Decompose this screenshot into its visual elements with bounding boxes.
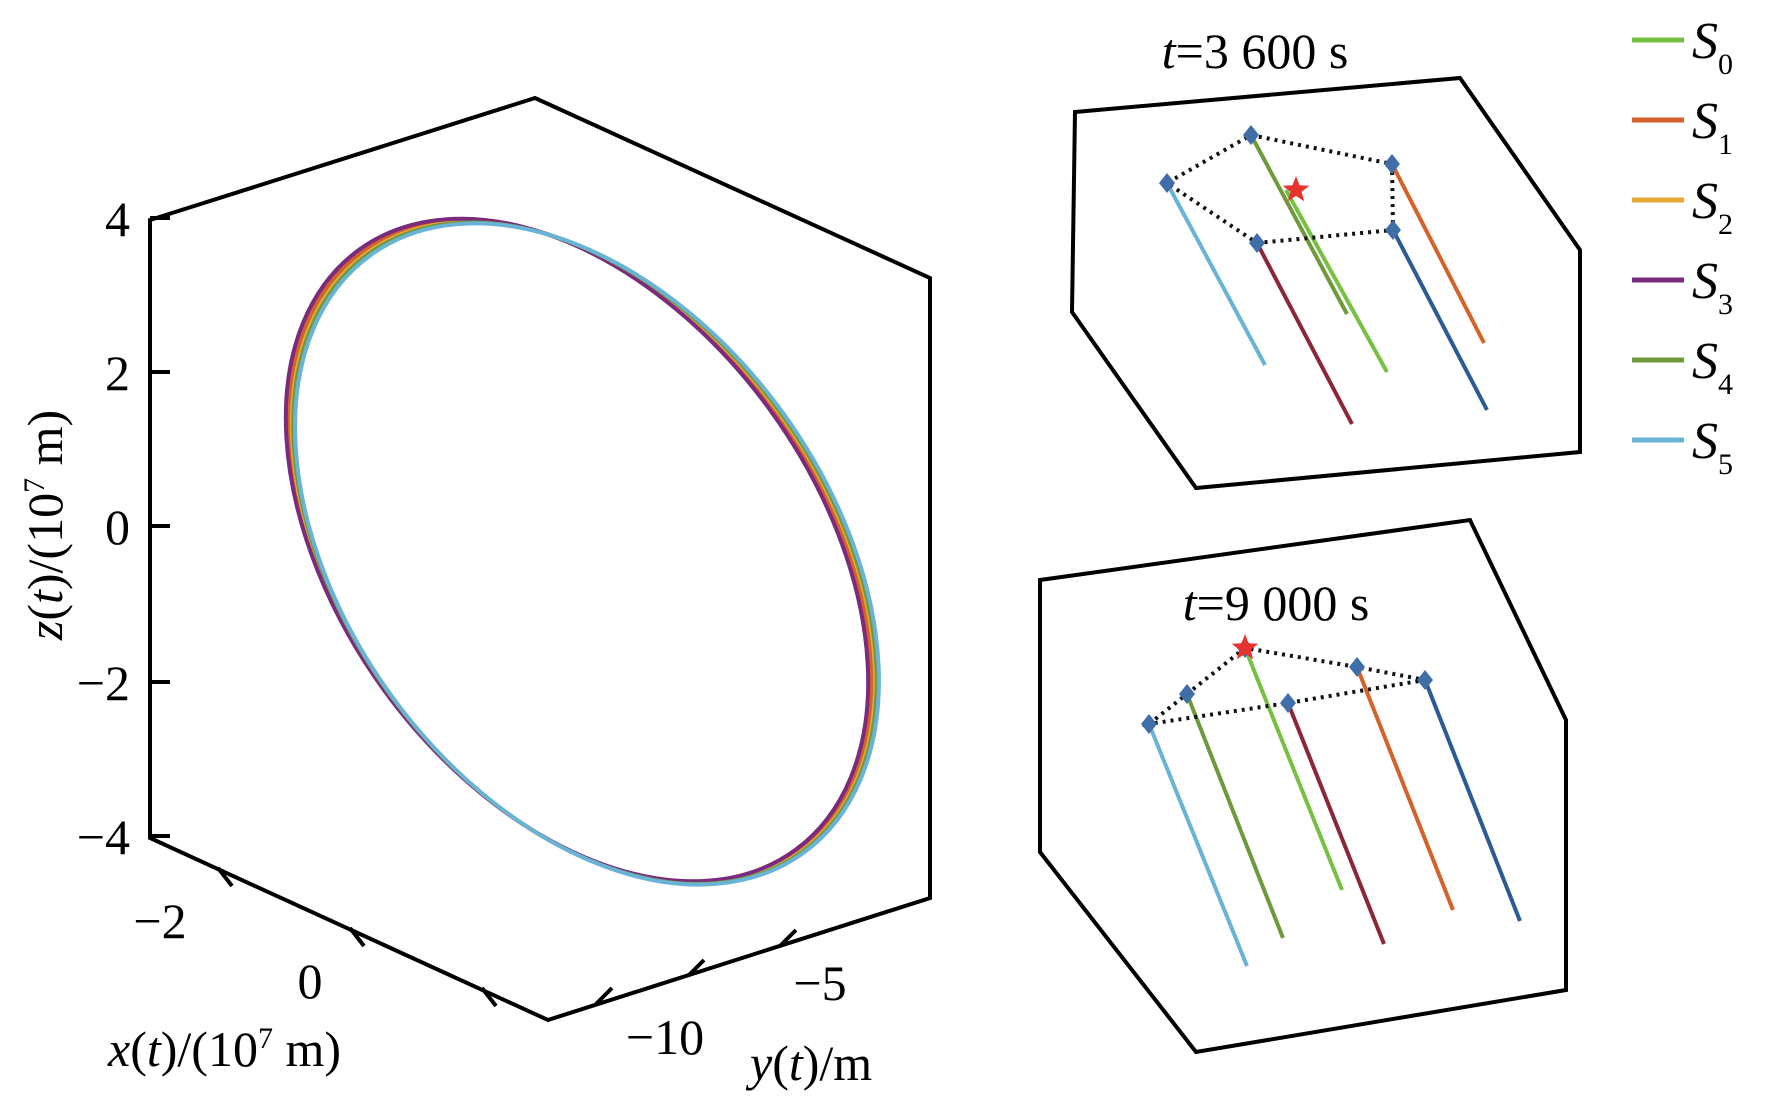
satellite-marker: [1417, 670, 1433, 690]
legend-label-S2: S2: [1692, 173, 1733, 241]
legend-label-S5: S5: [1692, 413, 1733, 481]
z-tick-label: −4: [77, 809, 130, 865]
trajectory-S4: [1185, 693, 1285, 939]
orbit-series-S2: [289, 219, 878, 886]
x-tick-label: 0: [298, 953, 323, 1009]
z-tick-label: 4: [105, 191, 130, 247]
x-tick-mark: [216, 866, 234, 888]
legend: S0 S1 S2 S3 S4 S5: [1632, 13, 1733, 481]
trajectory-S5: [1147, 723, 1249, 967]
legend-label-S0: S0: [1692, 13, 1733, 81]
formation-plot: [1159, 125, 1489, 425]
satellite-marker: [1349, 657, 1365, 677]
y-tick-mark: [686, 958, 706, 978]
y-tick-label: −10: [626, 1009, 704, 1065]
y-tick-mark: [778, 928, 798, 948]
inset-3600s: t=3 600 s: [1069, 23, 1582, 491]
reference-star-marker: [1282, 176, 1310, 202]
inset-title: t=3 600 s: [1162, 23, 1349, 79]
x-axis-label: x(t)/(107 m): [107, 1021, 341, 1077]
inset-box-outline: [1069, 75, 1582, 491]
orbit-series-S5: [293, 221, 881, 887]
orbit-series-S1: [286, 218, 874, 885]
z-tick-label: 0: [105, 499, 130, 555]
trajectory-S4: [1249, 134, 1349, 315]
x-tick-mark: [348, 926, 366, 948]
formation-plot: [1141, 634, 1522, 967]
z-tick-label: 2: [105, 345, 130, 401]
orbit-curves: [283, 216, 881, 887]
trajectory-S0: [1284, 189, 1389, 373]
z-tick-label: −2: [77, 655, 130, 711]
inset-title: t=9 000 s: [1183, 575, 1370, 631]
satellite-marker: [1243, 125, 1259, 145]
trajectory-S2: [1391, 229, 1489, 411]
inset-9000s: t=9 000 s: [1038, 517, 1568, 1055]
orbit-series-S3: [283, 216, 871, 884]
legend-label-S1: S1: [1692, 93, 1733, 161]
formation-outline: [1141, 645, 1426, 728]
y-tick-label: −5: [793, 955, 846, 1011]
z-axis: 4 2 0 −2 −4 z(t)/(107 m): [17, 191, 170, 865]
z-axis-label: z(t)/(107 m): [17, 410, 73, 641]
reference-star-marker: [1231, 634, 1259, 660]
satellite-marker: [1159, 173, 1175, 193]
trajectory-S5: [1165, 182, 1267, 366]
orbit-series-S4: [291, 220, 879, 886]
trajectory-S3: [1286, 702, 1386, 945]
trajectory-S3: [1255, 242, 1354, 425]
satellite-marker: [1385, 220, 1401, 240]
trajectory-S1: [1390, 163, 1486, 344]
y-axis: −10 −5 y(t)/m: [594, 928, 872, 1091]
x-axis: −2 0 x(t)/(107 m): [107, 866, 498, 1077]
x-tick-label: −2: [133, 893, 186, 949]
inset-box-outline: [1038, 517, 1568, 1055]
satellite-marker: [1249, 233, 1265, 253]
trajectory-S2: [1423, 679, 1522, 922]
y-tick-mark: [594, 986, 614, 1006]
satellite-marker: [1384, 154, 1400, 174]
satellite-marker: [1280, 693, 1296, 713]
trajectory-S0: [1243, 647, 1344, 891]
main-box-outline: [148, 95, 932, 1023]
satellite-marker: [1141, 714, 1157, 734]
main-3d-axes: 4 2 0 −2 −4 z(t)/(107 m) −2 0 x(t)/(107 …: [17, 95, 932, 1091]
satellite-marker: [1179, 684, 1195, 704]
y-axis-label: y(t)/m: [745, 1035, 872, 1091]
legend-label-S4: S4: [1692, 333, 1733, 401]
orbit-series-S0: [288, 219, 876, 885]
x-tick-mark: [480, 986, 498, 1008]
legend-label-S3: S3: [1692, 253, 1733, 321]
trajectory-S1: [1355, 666, 1455, 911]
